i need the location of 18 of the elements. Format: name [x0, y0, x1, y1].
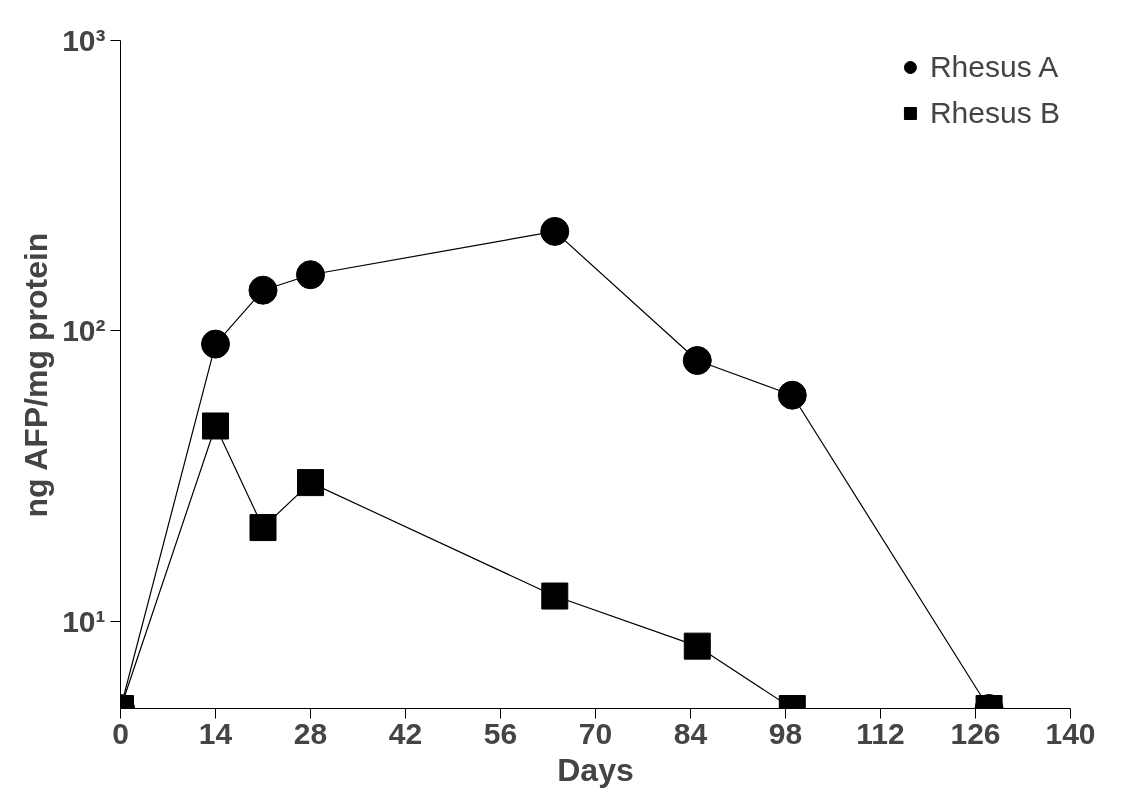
x-tick-label: 126: [950, 716, 1001, 750]
x-tick-label: 0: [112, 716, 129, 750]
y-axis-title: ng AFP/mg protein: [18, 232, 55, 518]
x-tick-label: 42: [388, 716, 423, 750]
y-tick-label: 10²: [62, 314, 106, 348]
legend-label: Rhesus B: [929, 96, 1060, 130]
x-tick-label: 112: [856, 716, 905, 750]
legend-label: Rhesus A: [929, 50, 1059, 84]
x-tick-label: 56: [483, 716, 518, 750]
x-tick-label: 98: [768, 716, 803, 750]
x-axis-title: Days: [557, 751, 634, 788]
y-tick-label: 10¹: [62, 604, 106, 638]
x-tick-label: 84: [673, 716, 708, 750]
x-tick-label: 28: [293, 716, 328, 750]
x-tick-label: 140: [1045, 716, 1096, 750]
y-tick-label: 10³: [62, 24, 106, 57]
x-tick-label: 14: [198, 716, 233, 750]
x-tick-label: 70: [578, 716, 613, 750]
